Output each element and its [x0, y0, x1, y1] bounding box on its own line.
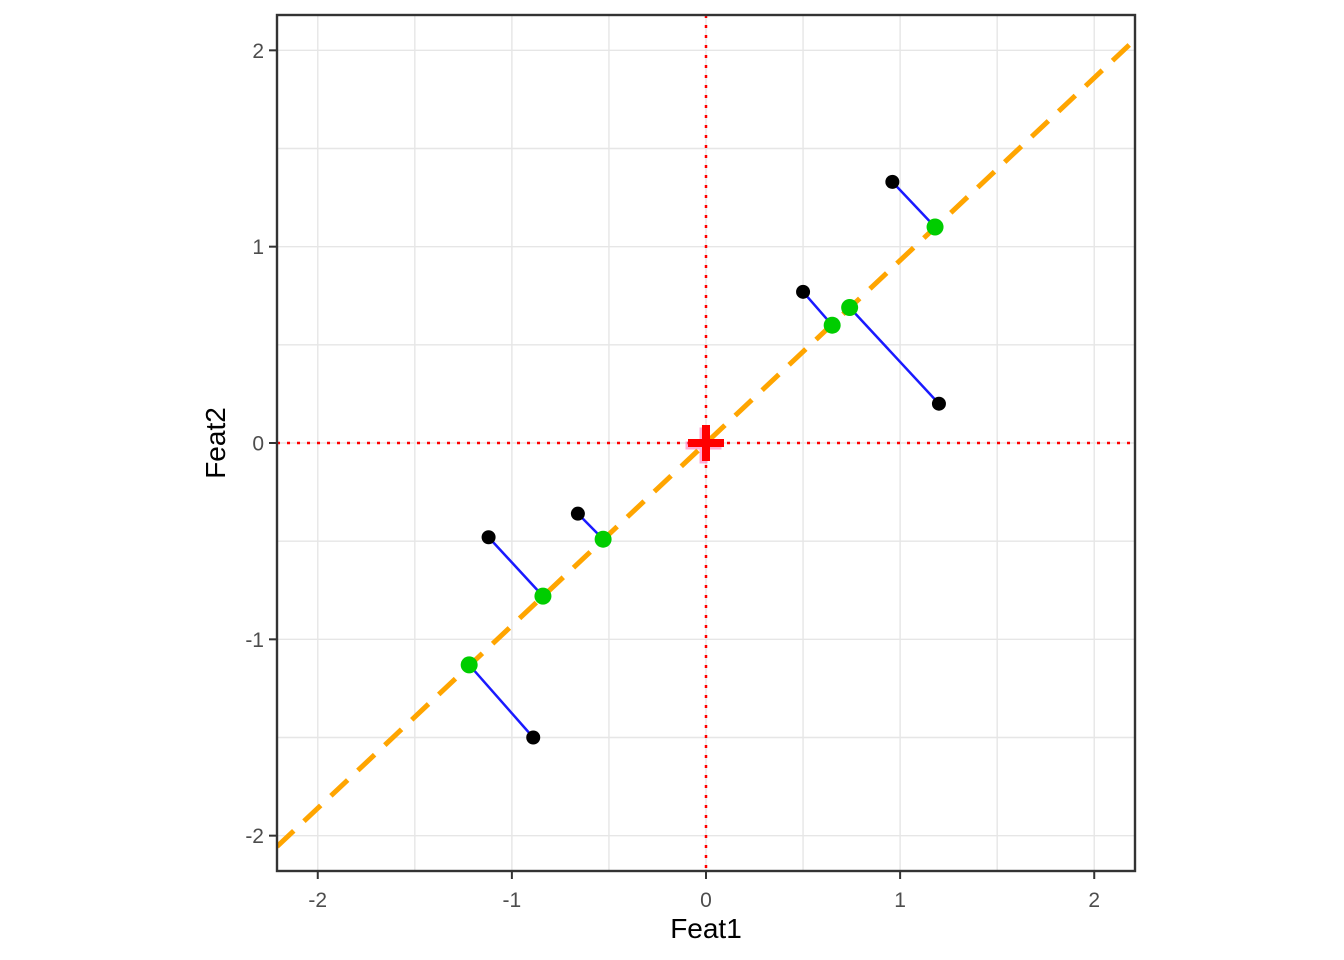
data-point	[885, 174, 900, 189]
origin-marker	[688, 425, 724, 461]
projection-segment	[468, 664, 535, 739]
data-point-layer	[460, 174, 946, 745]
projection-segment	[891, 181, 936, 228]
reference-line-layer	[277, 15, 1135, 871]
pc-axis-line	[277, 37, 1135, 849]
y-axis-tick-label: 2	[252, 40, 264, 63]
data-point	[796, 284, 811, 299]
x-axis-tick-label: 2	[1088, 889, 1100, 912]
projected-point	[841, 299, 859, 317]
projected-point	[926, 218, 944, 236]
projected-point	[594, 530, 612, 548]
projected-point	[460, 656, 478, 674]
y-axis-tick-label: -2	[245, 825, 264, 848]
projection-segment	[848, 306, 940, 405]
data-point	[931, 396, 946, 411]
axis-layer: -2 -1 0 1 2 -2 -1 0 1 2	[245, 40, 1100, 912]
projected-point	[823, 316, 841, 334]
origin-marker-layer	[685, 425, 724, 464]
y-axis-tick-label: 1	[252, 236, 264, 259]
y-axis-title: Feat2	[200, 407, 231, 479]
y-axis-tick-label: 0	[252, 433, 264, 456]
data-point	[526, 730, 541, 745]
pc-line-layer	[277, 37, 1135, 849]
x-axis-title: Feat1	[670, 913, 742, 944]
data-point	[481, 530, 496, 545]
data-point	[570, 506, 585, 521]
x-axis-tick-label: 1	[894, 889, 906, 912]
projected-point	[534, 587, 552, 605]
y-axis-tick-label: -1	[245, 629, 264, 652]
x-axis-tick-label: 0	[700, 889, 712, 912]
x-axis-tick-label: -1	[503, 889, 522, 912]
x-axis-tick-label: -2	[308, 889, 327, 912]
projection-segment	[487, 536, 544, 597]
